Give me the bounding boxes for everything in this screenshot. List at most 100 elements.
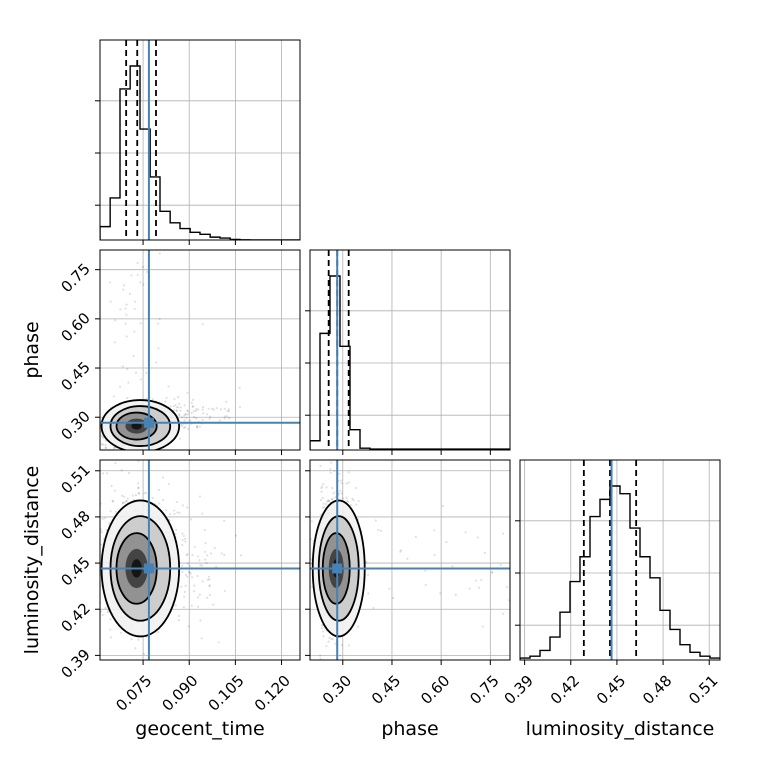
scatter-point <box>101 472 105 475</box>
scatter-point <box>223 589 226 593</box>
x-tick-label: 0.42 <box>547 672 583 708</box>
scatter-point <box>157 630 160 634</box>
scatter-point <box>126 497 130 500</box>
scatter-point <box>157 347 160 350</box>
scatter-point <box>137 638 140 641</box>
x-axis-label-geocent_time: geocent_time <box>135 718 264 740</box>
scatter-point <box>132 355 135 358</box>
scatter-point <box>139 281 142 284</box>
scatter-point <box>319 464 322 468</box>
scatter-point <box>164 400 167 403</box>
scatter-point <box>139 322 142 325</box>
scatter-point <box>330 498 334 501</box>
scatter-point <box>367 592 370 595</box>
scatter-point <box>219 408 222 411</box>
scatter-point <box>127 381 130 384</box>
scatter-point <box>191 398 195 401</box>
scatter-point <box>189 572 192 575</box>
scatter-point <box>321 624 324 627</box>
x-tick-label: 0.39 <box>501 672 537 708</box>
scatter-point <box>172 405 175 408</box>
scatter-point <box>199 619 202 622</box>
scatter-point <box>451 565 454 568</box>
scatter-point <box>377 529 380 532</box>
scatter-point <box>126 396 129 400</box>
scatter-point <box>406 557 409 561</box>
scatter-point <box>173 398 176 401</box>
scatter-point <box>439 592 442 595</box>
scatter-panel-phase-luminosity_distance: 0.30 0.45 0.60 0.75 <box>305 459 511 708</box>
scatter-point <box>491 570 494 574</box>
scatter-point <box>328 500 331 503</box>
scatter-point <box>109 636 112 639</box>
scatter-point <box>124 307 127 310</box>
scatter-point <box>223 417 226 420</box>
scatter-point <box>143 652 146 655</box>
scatter-point <box>227 408 230 411</box>
scatter-point <box>238 405 242 409</box>
y-tick-label: 0.51 <box>57 461 93 497</box>
scatter-point <box>189 518 193 521</box>
scatter-point <box>334 642 337 646</box>
scatter-point <box>319 513 322 516</box>
y-tick-label: 0.60 <box>57 309 93 345</box>
scatter-point <box>352 499 355 502</box>
scatter-point <box>184 540 187 543</box>
scatter-point <box>151 496 154 500</box>
scatter-point <box>238 386 241 389</box>
scatter-point <box>187 625 190 628</box>
scatter-point <box>322 635 325 638</box>
scatter-point <box>125 500 128 503</box>
scatter-point <box>103 517 107 520</box>
scatter-point <box>142 283 145 286</box>
scatter-point <box>114 319 117 322</box>
scatter-point <box>347 471 350 474</box>
scatter-point <box>182 606 185 609</box>
scatter-point <box>100 530 103 534</box>
x-tick-label: 0.45 <box>368 672 404 708</box>
panel-frame <box>309 249 511 451</box>
scatter-point <box>337 492 340 495</box>
scatter-point <box>178 413 181 416</box>
scatter-point <box>445 540 448 544</box>
scatter-point <box>208 578 211 581</box>
y-tick-label: 0.42 <box>57 599 93 635</box>
scatter-point <box>355 503 358 506</box>
scatter-point <box>223 553 226 557</box>
scatter-point <box>346 499 349 502</box>
scatter-point <box>334 496 337 499</box>
scatter-point <box>130 274 133 277</box>
scatter-point <box>111 500 115 503</box>
scatter-point <box>186 562 189 565</box>
scatter-point <box>351 497 354 500</box>
scatter-point <box>201 418 204 422</box>
scatter-point <box>347 644 351 647</box>
scatter-point <box>349 504 352 507</box>
scatter-point <box>325 500 329 503</box>
scatter-point <box>208 584 211 587</box>
scatter-point <box>338 472 341 476</box>
scatter-point <box>109 510 112 513</box>
scatter-point <box>190 604 193 607</box>
scatter-point <box>201 323 204 326</box>
panel-frame <box>99 249 301 451</box>
scatter-point <box>481 625 484 628</box>
scatter-point <box>105 528 108 532</box>
scatter-point <box>183 419 186 422</box>
scatter-point <box>175 409 179 412</box>
scatter-point <box>179 409 182 412</box>
scatter-point <box>121 494 124 497</box>
scatter-point <box>183 595 186 598</box>
scatter-point <box>321 630 325 633</box>
scatter-point <box>165 396 168 399</box>
scatter-point <box>181 425 184 428</box>
y-tick-label: 0.45 <box>57 553 93 589</box>
scatter-point <box>158 252 161 255</box>
scatter-point <box>106 611 110 614</box>
scatter-point <box>181 504 184 507</box>
scatter-point <box>380 529 383 533</box>
scatter-point <box>321 506 325 509</box>
scatter-point <box>199 564 202 567</box>
scatter-point <box>112 456 114 458</box>
scatter-point <box>320 627 323 630</box>
